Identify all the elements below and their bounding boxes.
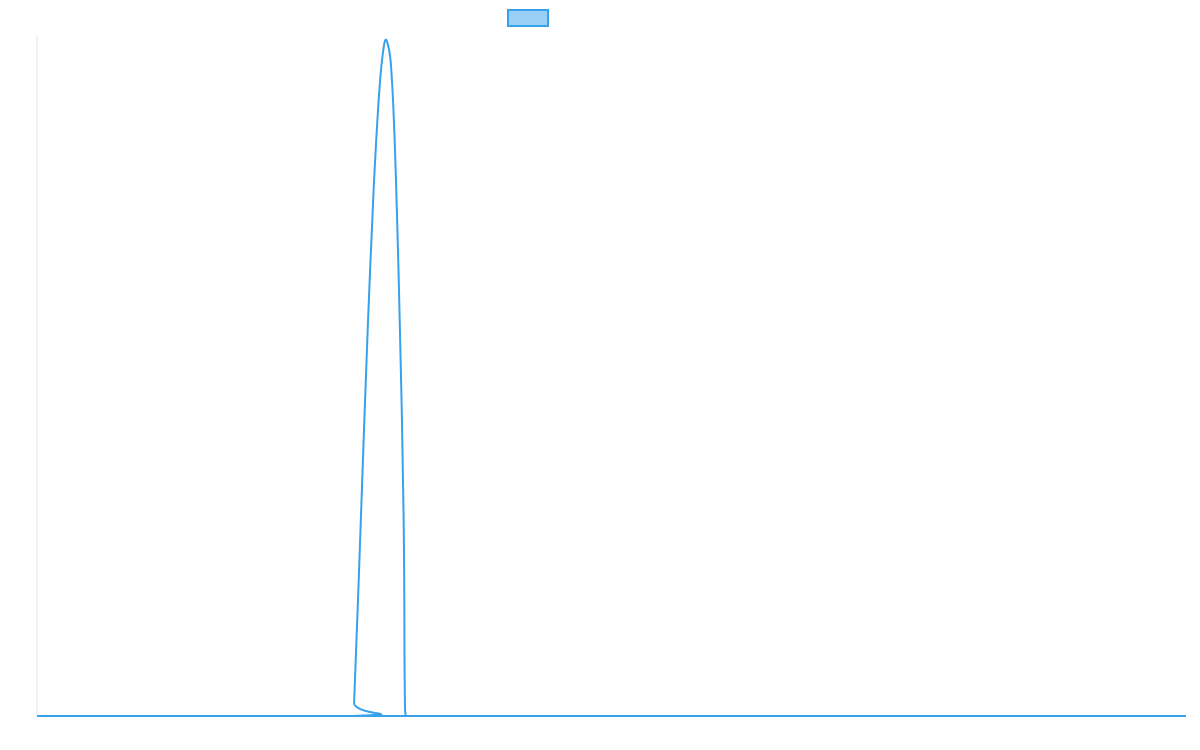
axes bbox=[36, 36, 1186, 717]
series-line-0 bbox=[37, 38, 1186, 718]
legend-swatch[interactable] bbox=[507, 9, 549, 27]
legend[interactable] bbox=[507, 9, 549, 27]
series-layer bbox=[37, 38, 1186, 718]
